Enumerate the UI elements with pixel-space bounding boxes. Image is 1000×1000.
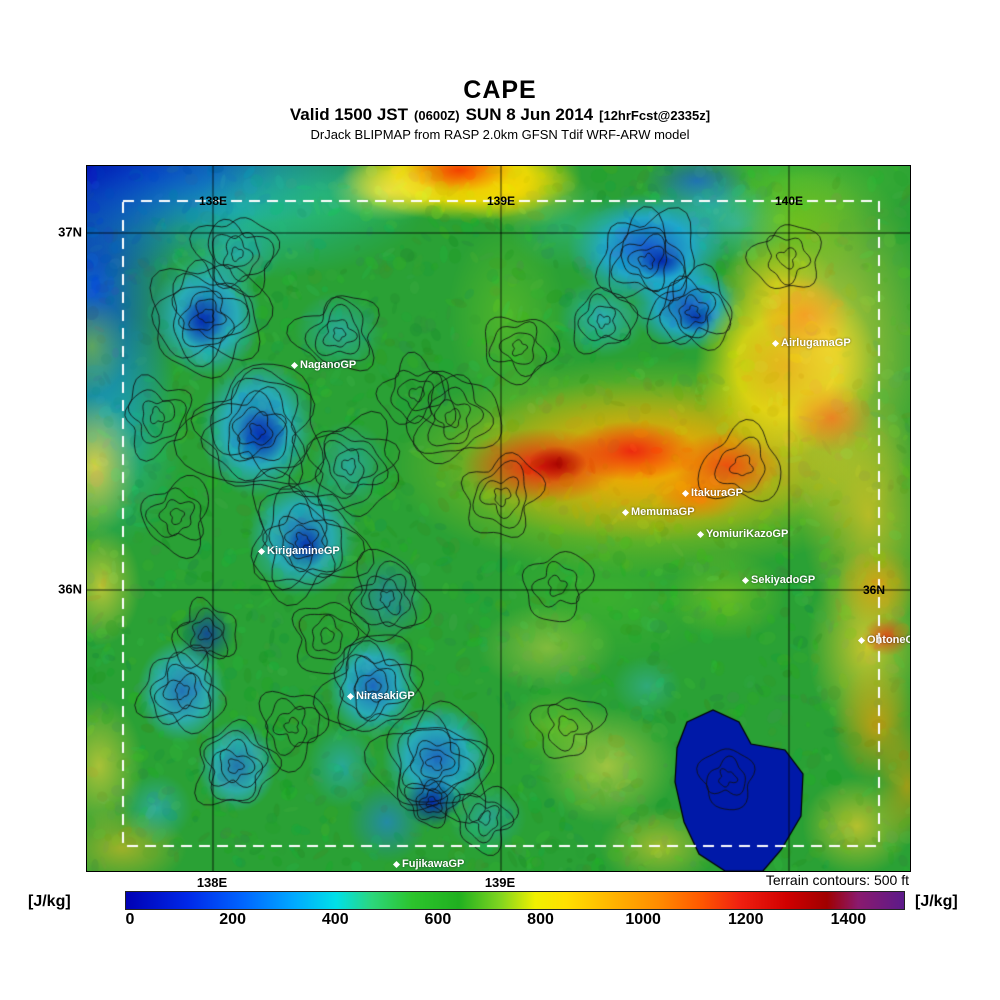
colorbar-tick-0: 0: [125, 911, 135, 928]
cape-field-canvas: [87, 166, 910, 871]
site-ItakuraGP: ItakuraGP: [681, 487, 743, 499]
site-label: ItakuraGP: [691, 487, 743, 499]
site-diamond-icon: [346, 692, 355, 700]
colorbar-ticks: 0 200 400 600 800 1000 1200 1400: [125, 911, 905, 933]
site-label: AirlugamaGP: [781, 337, 851, 349]
site-label: KirigamineGP: [267, 545, 340, 557]
site-diamond-icon: [741, 576, 750, 584]
site-diamond-icon: [771, 339, 780, 347]
lon-label-top-140E: 140E: [774, 194, 804, 208]
colorbar-unit-left: [J/kg]: [28, 893, 71, 910]
colorbar-tick-800: 800: [527, 911, 554, 928]
lat-label-right-36N: 36N: [862, 583, 886, 597]
site-OhtoneGP: OhtoneGP: [857, 634, 910, 646]
site-label: OhtoneGP: [867, 634, 910, 646]
colorbar-tick-600: 600: [424, 911, 452, 928]
site-diamond-icon: [290, 361, 299, 369]
site-SekiyadoGP: SekiyadoGP: [741, 574, 816, 586]
valid-zulu-time: (0600Z): [414, 108, 460, 123]
valid-date: SUN 8 Jun 2014: [465, 105, 594, 124]
site-NaganoGP: NaganoGP: [290, 359, 357, 371]
lat-label-left-37N: 37N: [58, 224, 82, 240]
site-label: SekiyadoGP: [751, 574, 816, 586]
site-label: MemumaGP: [631, 506, 695, 518]
valid-prefix: Valid 1500 JST: [289, 105, 409, 124]
lon-label-bottom-139E: 139E: [484, 875, 516, 890]
site-KirigamineGP: KirigamineGP: [257, 545, 340, 557]
site-label: YomiuriKazoGP: [706, 528, 789, 540]
site-label: NirasakiGP: [356, 690, 415, 702]
site-AirlugamaGP: AirlugamaGP: [771, 337, 851, 349]
colorbar: [125, 891, 905, 910]
site-diamond-icon: [257, 547, 266, 555]
colorbar-tick-400: 400: [321, 911, 349, 928]
site-label: FujikawaGP: [402, 858, 465, 870]
colorbar-tick-200: 200: [219, 911, 246, 928]
colorbar-tick-1200: 1200: [727, 911, 764, 928]
lon-label-top-139E: 139E: [486, 194, 516, 208]
site-diamond-icon: [621, 508, 630, 516]
lon-label-top-138E: 138E: [198, 194, 228, 208]
lat-label-left-36N: 36N: [58, 581, 82, 597]
site-diamond-icon: [681, 489, 690, 497]
site-diamond-icon: [857, 636, 866, 644]
map-overlay: 138E 139E 140E 36N NaganoGP AirlugamaGP Itakur…: [87, 166, 910, 871]
terrain-contours-note: Terrain contours: 500 ft: [765, 872, 909, 888]
colorbar-unit-right: [J/kg]: [915, 893, 958, 910]
site-FujikawaGP: FujikawaGP: [392, 858, 465, 870]
lon-label-bottom-138E: 138E: [196, 875, 228, 890]
forecast-tag: [12hrFcst@2335z]: [599, 108, 711, 123]
model-line: DrJack BLIPMAP from RASP 2.0km GFSN Tdif…: [310, 127, 690, 142]
site-label: NaganoGP: [300, 359, 357, 371]
site-YomiuriKazoGP: YomiuriKazoGP: [696, 528, 789, 540]
chart-title: CAPE: [463, 76, 537, 104]
colorbar-tick-1000: 1000: [625, 911, 661, 928]
site-MemumaGP: MemumaGP: [621, 506, 695, 518]
valid-line: Valid 1500 JST (0600Z) SUN 8 Jun 2014 [12hr…: [0, 105, 1000, 125]
colorbar-tick-1400: 1400: [830, 911, 867, 928]
map-panel: 138E 139E 140E 36N NaganoGP AirlugamaGP Itakur…: [86, 165, 911, 872]
site-diamond-icon: [392, 860, 401, 868]
site-diamond-icon: [696, 530, 705, 538]
site-NirasakiGP: NirasakiGP: [346, 690, 415, 702]
